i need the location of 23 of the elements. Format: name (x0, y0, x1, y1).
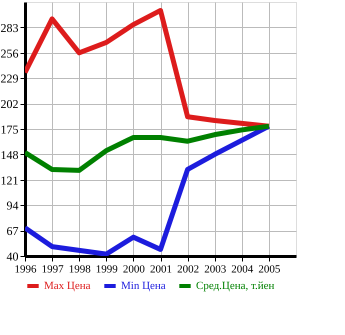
x-tick-label: 2003 (204, 264, 227, 276)
x-tick-label: 1998 (68, 264, 92, 276)
legend-label: Min Цена (121, 280, 166, 292)
y-tick-label: 175 (0, 122, 18, 136)
y-tick-label: 40 (6, 250, 18, 264)
y-tick-label: 202 (0, 97, 18, 112)
y-tick-label: 148 (0, 148, 18, 162)
y-tick-label: 283 (0, 20, 18, 35)
legend-label: Сред.Цена, т.йен (196, 280, 275, 292)
x-tick-label: 2000 (122, 264, 146, 276)
x-tick-label: 2005 (258, 264, 281, 276)
y-tick-label: 121 (0, 173, 18, 188)
y-tick-label: 94 (6, 198, 18, 213)
legend-label: Max Цена (44, 280, 91, 292)
x-tick-label: 2002 (177, 264, 200, 276)
x-tick-label: 1996 (14, 264, 37, 276)
y-tick-label: 67 (6, 224, 18, 238)
x-tick-label: 2001 (150, 264, 172, 276)
x-tick-label: 2004 (231, 264, 254, 276)
y-tick-label: 256 (0, 46, 18, 60)
y-tick-label: 229 (0, 72, 18, 86)
x-tick-label: 1999 (96, 264, 118, 276)
x-tick-label: 1997 (42, 264, 64, 276)
